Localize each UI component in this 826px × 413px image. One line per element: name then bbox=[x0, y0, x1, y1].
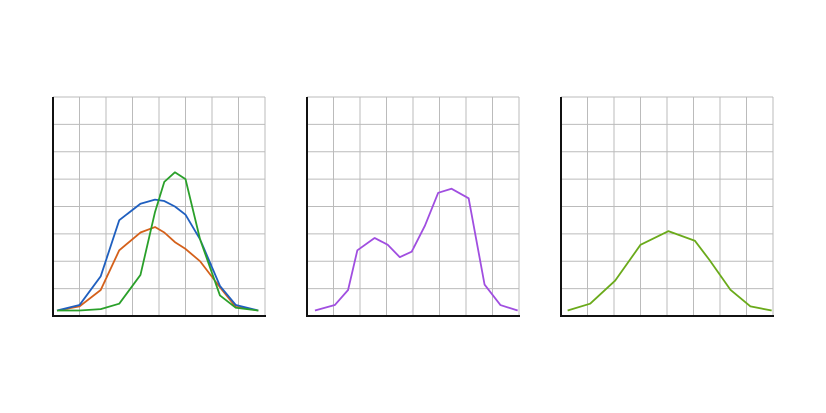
line bbox=[56, 226, 259, 312]
line bbox=[56, 171, 259, 312]
line bbox=[567, 230, 772, 312]
line bbox=[56, 198, 259, 312]
line bbox=[314, 187, 518, 312]
